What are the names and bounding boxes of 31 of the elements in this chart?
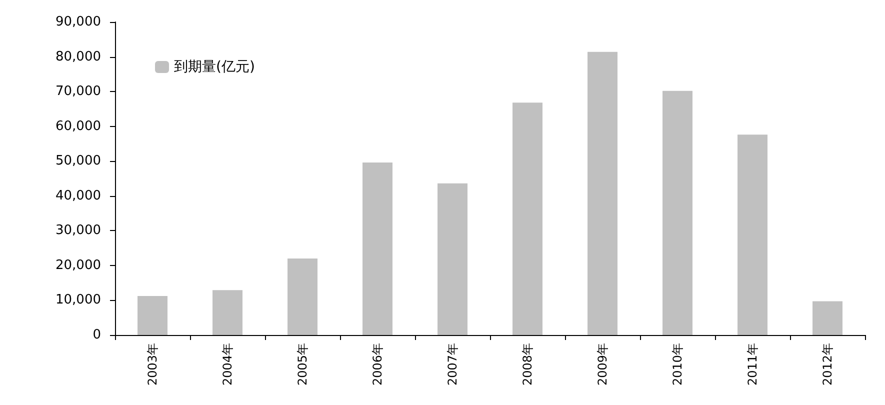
y-tick-label: 40,000 <box>56 188 101 204</box>
x-tick-label: 2009年 <box>596 343 610 386</box>
y-tick-label: 60,000 <box>56 118 101 134</box>
bar <box>662 90 692 335</box>
x-tick-label: 2012年 <box>820 343 834 386</box>
x-tick-label: 2004年 <box>220 343 234 386</box>
x-tick-label: 2008年 <box>520 343 534 386</box>
y-tick-label: 90,000 <box>56 14 101 30</box>
bar <box>738 134 768 335</box>
y-tick-label: 70,000 <box>56 84 101 100</box>
y-tick-label: 80,000 <box>56 49 101 64</box>
bar <box>438 183 468 335</box>
bar <box>812 301 842 335</box>
y-tick-label: 20,000 <box>56 258 101 273</box>
bar <box>362 162 392 335</box>
bar <box>512 102 542 335</box>
bar <box>212 290 242 335</box>
y-tick-label: 0 <box>92 328 101 342</box>
x-tick-label: 2011年 <box>746 343 760 386</box>
x-tick-label: 2003年 <box>146 343 160 386</box>
y-tick-label: 50,000 <box>56 154 101 169</box>
legend-label: 到期量(亿元) <box>174 59 255 75</box>
x-tick-label: 2010年 <box>670 343 684 386</box>
x-tick-label: 2006年 <box>370 343 384 386</box>
x-tick-label: 2005年 <box>296 343 310 386</box>
y-tick-label: 10,000 <box>56 292 101 308</box>
bar <box>288 258 318 335</box>
y-tick-label: 30,000 <box>56 223 101 238</box>
x-tick-label: 2007年 <box>446 343 460 386</box>
bar <box>138 296 168 335</box>
bar <box>588 52 618 335</box>
